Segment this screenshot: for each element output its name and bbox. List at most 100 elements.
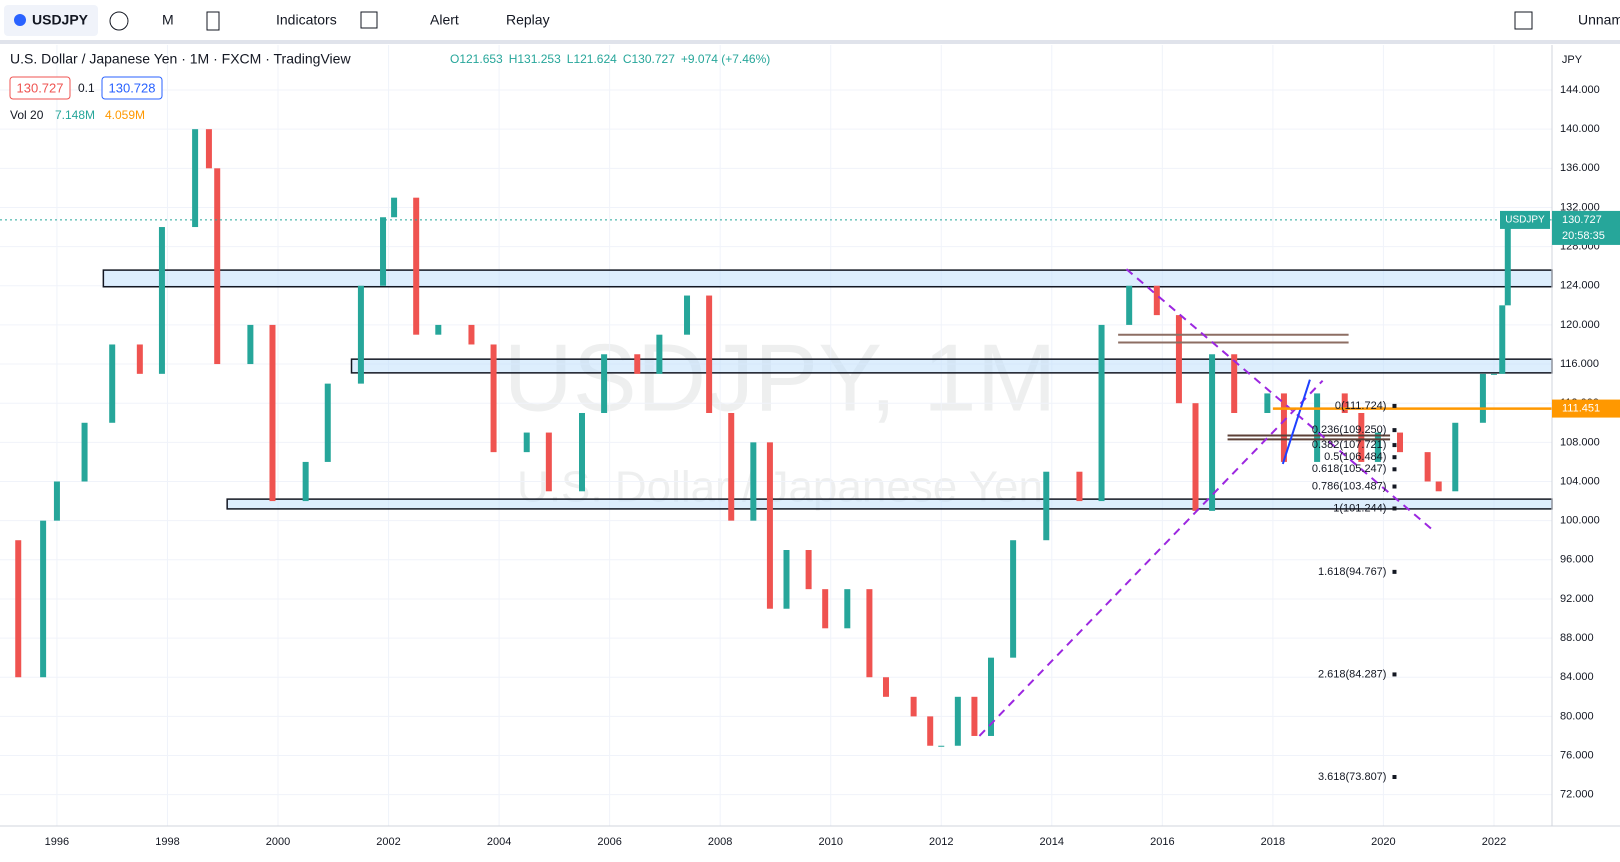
fib-dot <box>1392 774 1397 779</box>
fib-label: 1(101.244) <box>1333 502 1386 514</box>
drawing-line <box>1125 268 1432 530</box>
fib-dot <box>1392 569 1397 574</box>
volume-value: 7.148M <box>55 108 95 122</box>
y-tick-label: 132.000 <box>1560 201 1600 213</box>
ohlc-label: +9.074 (+7.46%) <box>681 52 770 66</box>
layout-name[interactable]: Unnam <box>1578 12 1620 28</box>
y-tick-label: 80.000 <box>1560 710 1594 722</box>
candle-body <box>1358 412 1365 462</box>
ask[interactable]: 130.728 <box>109 80 156 95</box>
x-tick-label: 2006 <box>597 836 621 848</box>
replay[interactable]: Replay <box>506 12 550 28</box>
interval[interactable]: M <box>162 12 174 28</box>
candle-body <box>380 217 387 286</box>
x-tick-label: 2004 <box>487 836 511 848</box>
candle-body <box>1010 540 1017 658</box>
candle-body <box>954 696 961 746</box>
y-tick-label: 120.000 <box>1560 319 1600 331</box>
candle-body <box>1192 403 1199 511</box>
y-tick-label: 104.000 <box>1560 475 1600 487</box>
x-tick-label: 2014 <box>1040 836 1064 848</box>
candle-body <box>1504 219 1511 306</box>
symbol[interactable]: USDJPY <box>32 12 89 28</box>
candle-body <box>302 461 309 502</box>
symbol-tag <box>1500 210 1550 229</box>
fib-label: 0.618(105.247) <box>1312 463 1387 475</box>
candle-body <box>545 432 552 492</box>
x-tick-label: 2002 <box>376 836 400 848</box>
candle-body <box>1490 373 1497 375</box>
zone <box>350 358 1553 374</box>
x-tick-label: 1996 <box>45 836 69 848</box>
ohlc-label: C130.727 <box>623 52 675 66</box>
candle-body <box>468 324 475 345</box>
candle-body <box>490 344 497 453</box>
last-price-tag <box>1552 210 1620 245</box>
y-tick-label: 108.000 <box>1560 436 1600 448</box>
currency[interactable]: JPY <box>1562 54 1583 66</box>
drawing-line <box>978 379 1324 737</box>
fib-label: 2.618(84.287) <box>1318 668 1387 680</box>
candle-body <box>1126 285 1133 325</box>
fib-dot <box>1392 428 1397 433</box>
candle-body <box>750 442 757 521</box>
candle-body <box>805 550 812 590</box>
fib-dot <box>1392 443 1397 448</box>
candle-body <box>523 432 530 453</box>
fib-label: 3.618(73.807) <box>1318 771 1387 783</box>
templates-button[interactable] <box>360 11 378 29</box>
candle-body <box>1043 471 1050 541</box>
fib-dot <box>1392 403 1397 408</box>
candle-body <box>214 168 221 365</box>
chart-type-button[interactable] <box>206 11 220 31</box>
volume-ma: 4.059M <box>105 108 145 122</box>
x-tick-label: 2012 <box>929 836 953 848</box>
y-tick-label: 124.000 <box>1560 280 1600 292</box>
countdown: 20:58:35 <box>1562 230 1605 242</box>
indicators[interactable]: Indicators <box>276 12 337 28</box>
candle-body <box>435 324 442 335</box>
bid[interactable]: 130.727 <box>17 80 64 95</box>
ohlc-label: H131.253 <box>509 52 561 66</box>
plot: USDJPY, 1MU.S. Dollar / Japanese Yen0(11… <box>0 45 1553 826</box>
candle-body <box>783 550 790 609</box>
candle-body <box>927 716 934 746</box>
y-tick-label: 84.000 <box>1560 671 1594 683</box>
fib-label: 0.786(103.487) <box>1312 480 1387 492</box>
fib-dot <box>1392 672 1397 677</box>
symbol-icon <box>14 14 26 26</box>
candle-body <box>324 383 331 462</box>
fullscreen-button[interactable] <box>1514 11 1533 30</box>
alert[interactable]: Alert <box>430 12 459 28</box>
last-price-label: 130.727 <box>1562 214 1602 226</box>
candle-body <box>1175 315 1182 404</box>
symbol-button[interactable] <box>4 5 98 36</box>
x-tick-label: 2008 <box>708 836 732 848</box>
candle-body <box>1153 285 1160 316</box>
candle-body <box>40 520 47 678</box>
x-tick-label: 2018 <box>1261 836 1285 848</box>
zone <box>102 269 1553 288</box>
candle-body <box>866 589 873 678</box>
y-tick-label: 88.000 <box>1560 632 1594 644</box>
y-tick-label: 136.000 <box>1560 162 1600 174</box>
y-tick-label: 92.000 <box>1560 593 1594 605</box>
x-tick-label: 1998 <box>155 836 179 848</box>
x-tick-label: 2020 <box>1371 836 1395 848</box>
candle-body <box>706 295 713 413</box>
candle-body <box>971 696 978 736</box>
fib-label: 0.236(109.250) <box>1312 424 1387 436</box>
bid-box[interactable] <box>9 76 71 100</box>
candle-body <box>192 129 199 228</box>
candle-body <box>1076 471 1083 502</box>
y-tick-label: 144.000 <box>1560 84 1600 96</box>
candle-body <box>579 412 585 492</box>
compare-button[interactable] <box>109 11 129 31</box>
candle-body <box>357 285 364 384</box>
candle-body <box>766 442 773 609</box>
volume-label: Vol 20 <box>10 108 44 122</box>
ask-box[interactable] <box>101 76 163 100</box>
fib-label: 0.382(107.721) <box>1312 439 1387 451</box>
candle-body <box>656 334 663 374</box>
